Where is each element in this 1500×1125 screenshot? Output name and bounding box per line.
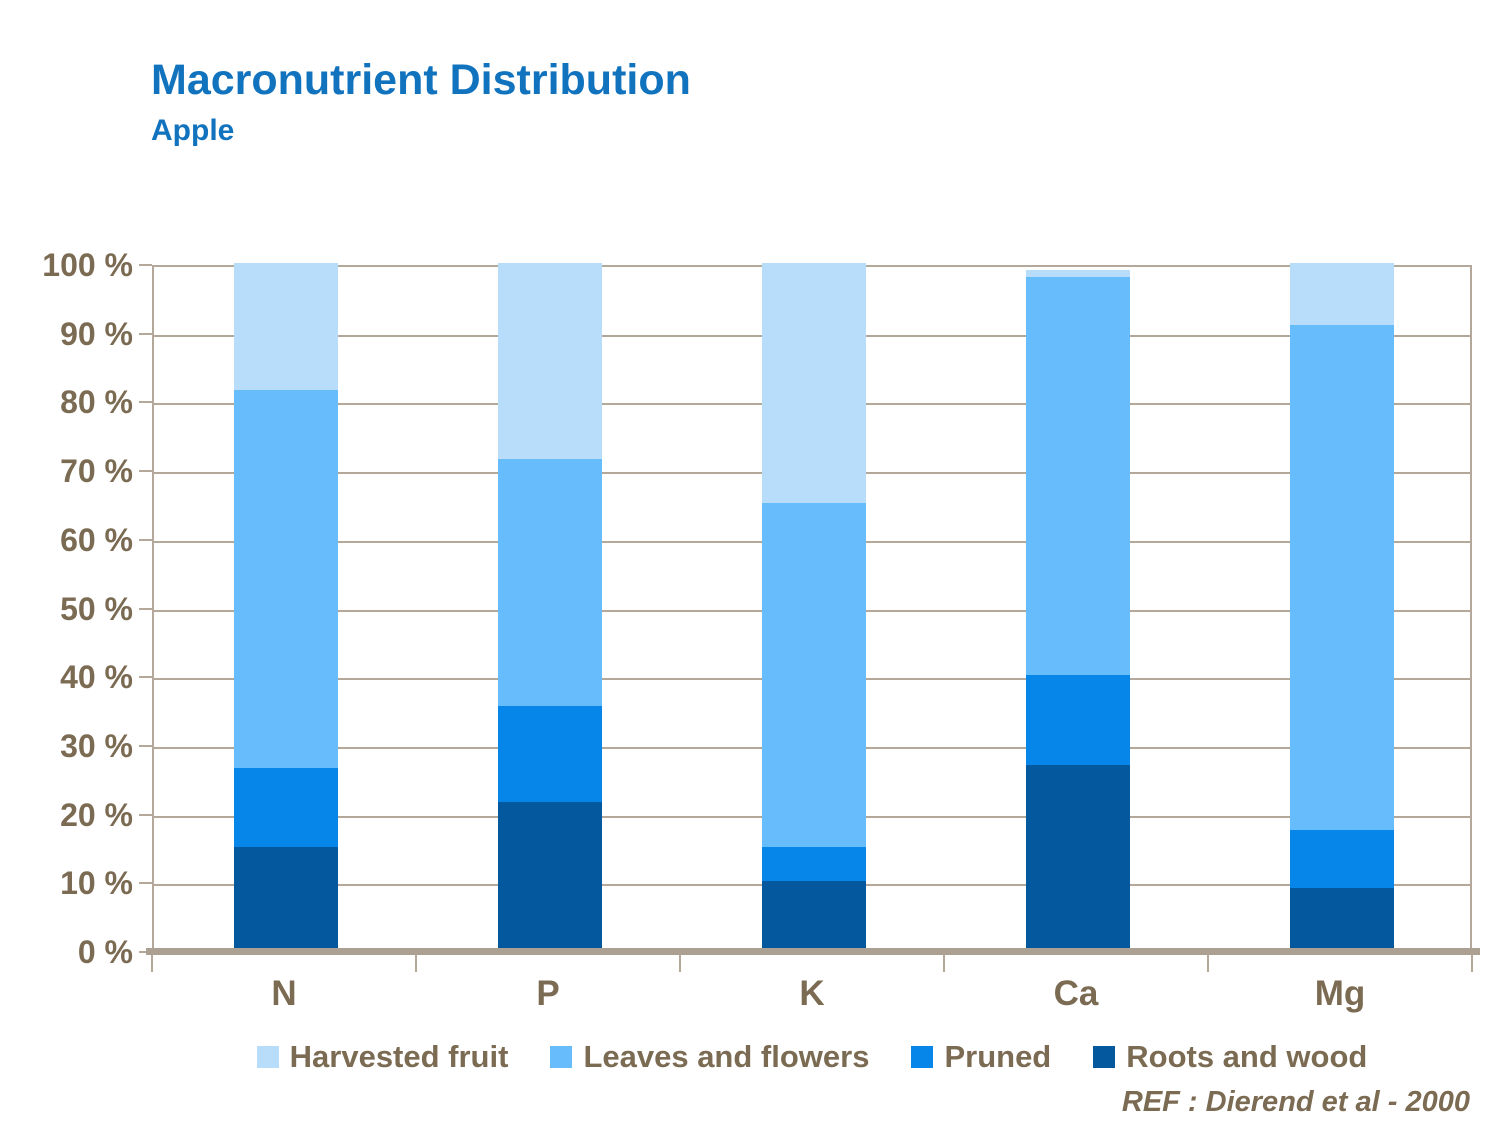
y-tick (139, 264, 152, 266)
x-category-label-Ca: Ca (1053, 974, 1099, 1013)
legend-item-pruned: Pruned (911, 1039, 1051, 1075)
plot-area (152, 263, 1472, 952)
bar-segment-Ca-leaves-and-flowers (1026, 276, 1130, 676)
y-tick (139, 951, 152, 953)
bar-segment-N-harvested-fruit (234, 263, 338, 391)
legend-item-leaves-and-flowers: Leaves and flowers (550, 1039, 869, 1075)
chart-subtitle: Apple (151, 114, 235, 147)
y-tick-label: 90 % (60, 315, 133, 352)
y-tick (139, 607, 152, 610)
y-tick (139, 401, 152, 404)
y-tick (139, 538, 152, 541)
y-tick-label: 20 % (60, 796, 133, 833)
x-category-label-P: P (536, 974, 560, 1013)
legend-label: Roots and wood (1126, 1039, 1368, 1074)
x-tick (1207, 955, 1209, 972)
x-axis-baseline (146, 948, 1480, 955)
y-tick-label: 50 % (60, 590, 133, 627)
bar-segment-P-roots-and-wood (498, 802, 602, 950)
x-tick (1471, 955, 1473, 972)
legend-label: Leaves and flowers (583, 1039, 870, 1074)
bar-segment-N-roots-and-wood (234, 846, 338, 950)
bar-segment-P-pruned (498, 706, 602, 803)
bar-segment-N-leaves-and-flowers (234, 390, 338, 768)
bar-segment-Ca-harvested-fruit (1026, 269, 1130, 277)
y-tick (139, 676, 152, 679)
y-tick (139, 882, 152, 885)
y-tick-label: 100 % (42, 247, 133, 283)
bar-segment-P-leaves-and-flowers (498, 458, 602, 707)
legend-label: Pruned (944, 1039, 1052, 1074)
bar-segment-K-leaves-and-flowers (762, 503, 866, 847)
y-tick-label: 80 % (60, 384, 133, 421)
legend-swatch-pruned (911, 1046, 934, 1068)
bar-segment-Mg-pruned (1290, 829, 1394, 889)
bar-segment-N-pruned (234, 767, 338, 847)
x-category-label-Mg: Mg (1314, 974, 1366, 1013)
y-tick-label: 60 % (60, 521, 133, 558)
y-tick-label: 0 % (77, 934, 133, 970)
x-tick (151, 955, 153, 972)
legend-label: Harvested fruit (289, 1039, 509, 1074)
bar-segment-Mg-leaves-and-flowers (1290, 324, 1394, 830)
x-category-label-N: N (271, 974, 297, 1013)
x-tick (679, 955, 681, 972)
bar-segment-P-harvested-fruit (498, 263, 602, 459)
legend-swatch-roots-and-wood (1093, 1046, 1116, 1068)
y-tick (139, 813, 152, 816)
y-tick-label: 10 % (60, 865, 133, 902)
legend-item-roots-and-wood: Roots and wood (1093, 1039, 1367, 1075)
y-tick (139, 332, 152, 335)
y-tick (139, 470, 152, 473)
bar-segment-K-pruned (762, 846, 866, 882)
bar-segment-Ca-roots-and-wood (1026, 764, 1130, 950)
bar-segment-K-harvested-fruit (762, 263, 866, 504)
bar-segment-Mg-harvested-fruit (1290, 263, 1394, 325)
bar-segment-Ca-pruned (1026, 675, 1130, 765)
chart-title: Macronutrient Distribution (151, 56, 691, 104)
x-tick (943, 955, 945, 972)
y-tick (139, 744, 152, 747)
x-tick (415, 955, 417, 972)
legend: Harvested fruit Leaves and flowers Pruned R… (152, 1039, 1472, 1075)
legend-swatch-harvested-fruit (256, 1046, 279, 1068)
legend-item-harvested-fruit: Harvested fruit (256, 1039, 509, 1075)
reference-text: REF : Dierend et al - 2000 (1121, 1086, 1470, 1118)
bar-segment-K-roots-and-wood (762, 881, 866, 950)
y-tick-label: 40 % (60, 659, 133, 696)
x-category-label-K: K (799, 974, 825, 1013)
bar-segment-Mg-roots-and-wood (1290, 888, 1394, 950)
y-tick-label: 30 % (60, 727, 133, 764)
legend-swatch-leaves-and-flowers (550, 1046, 573, 1068)
y-tick-label: 70 % (60, 453, 133, 490)
